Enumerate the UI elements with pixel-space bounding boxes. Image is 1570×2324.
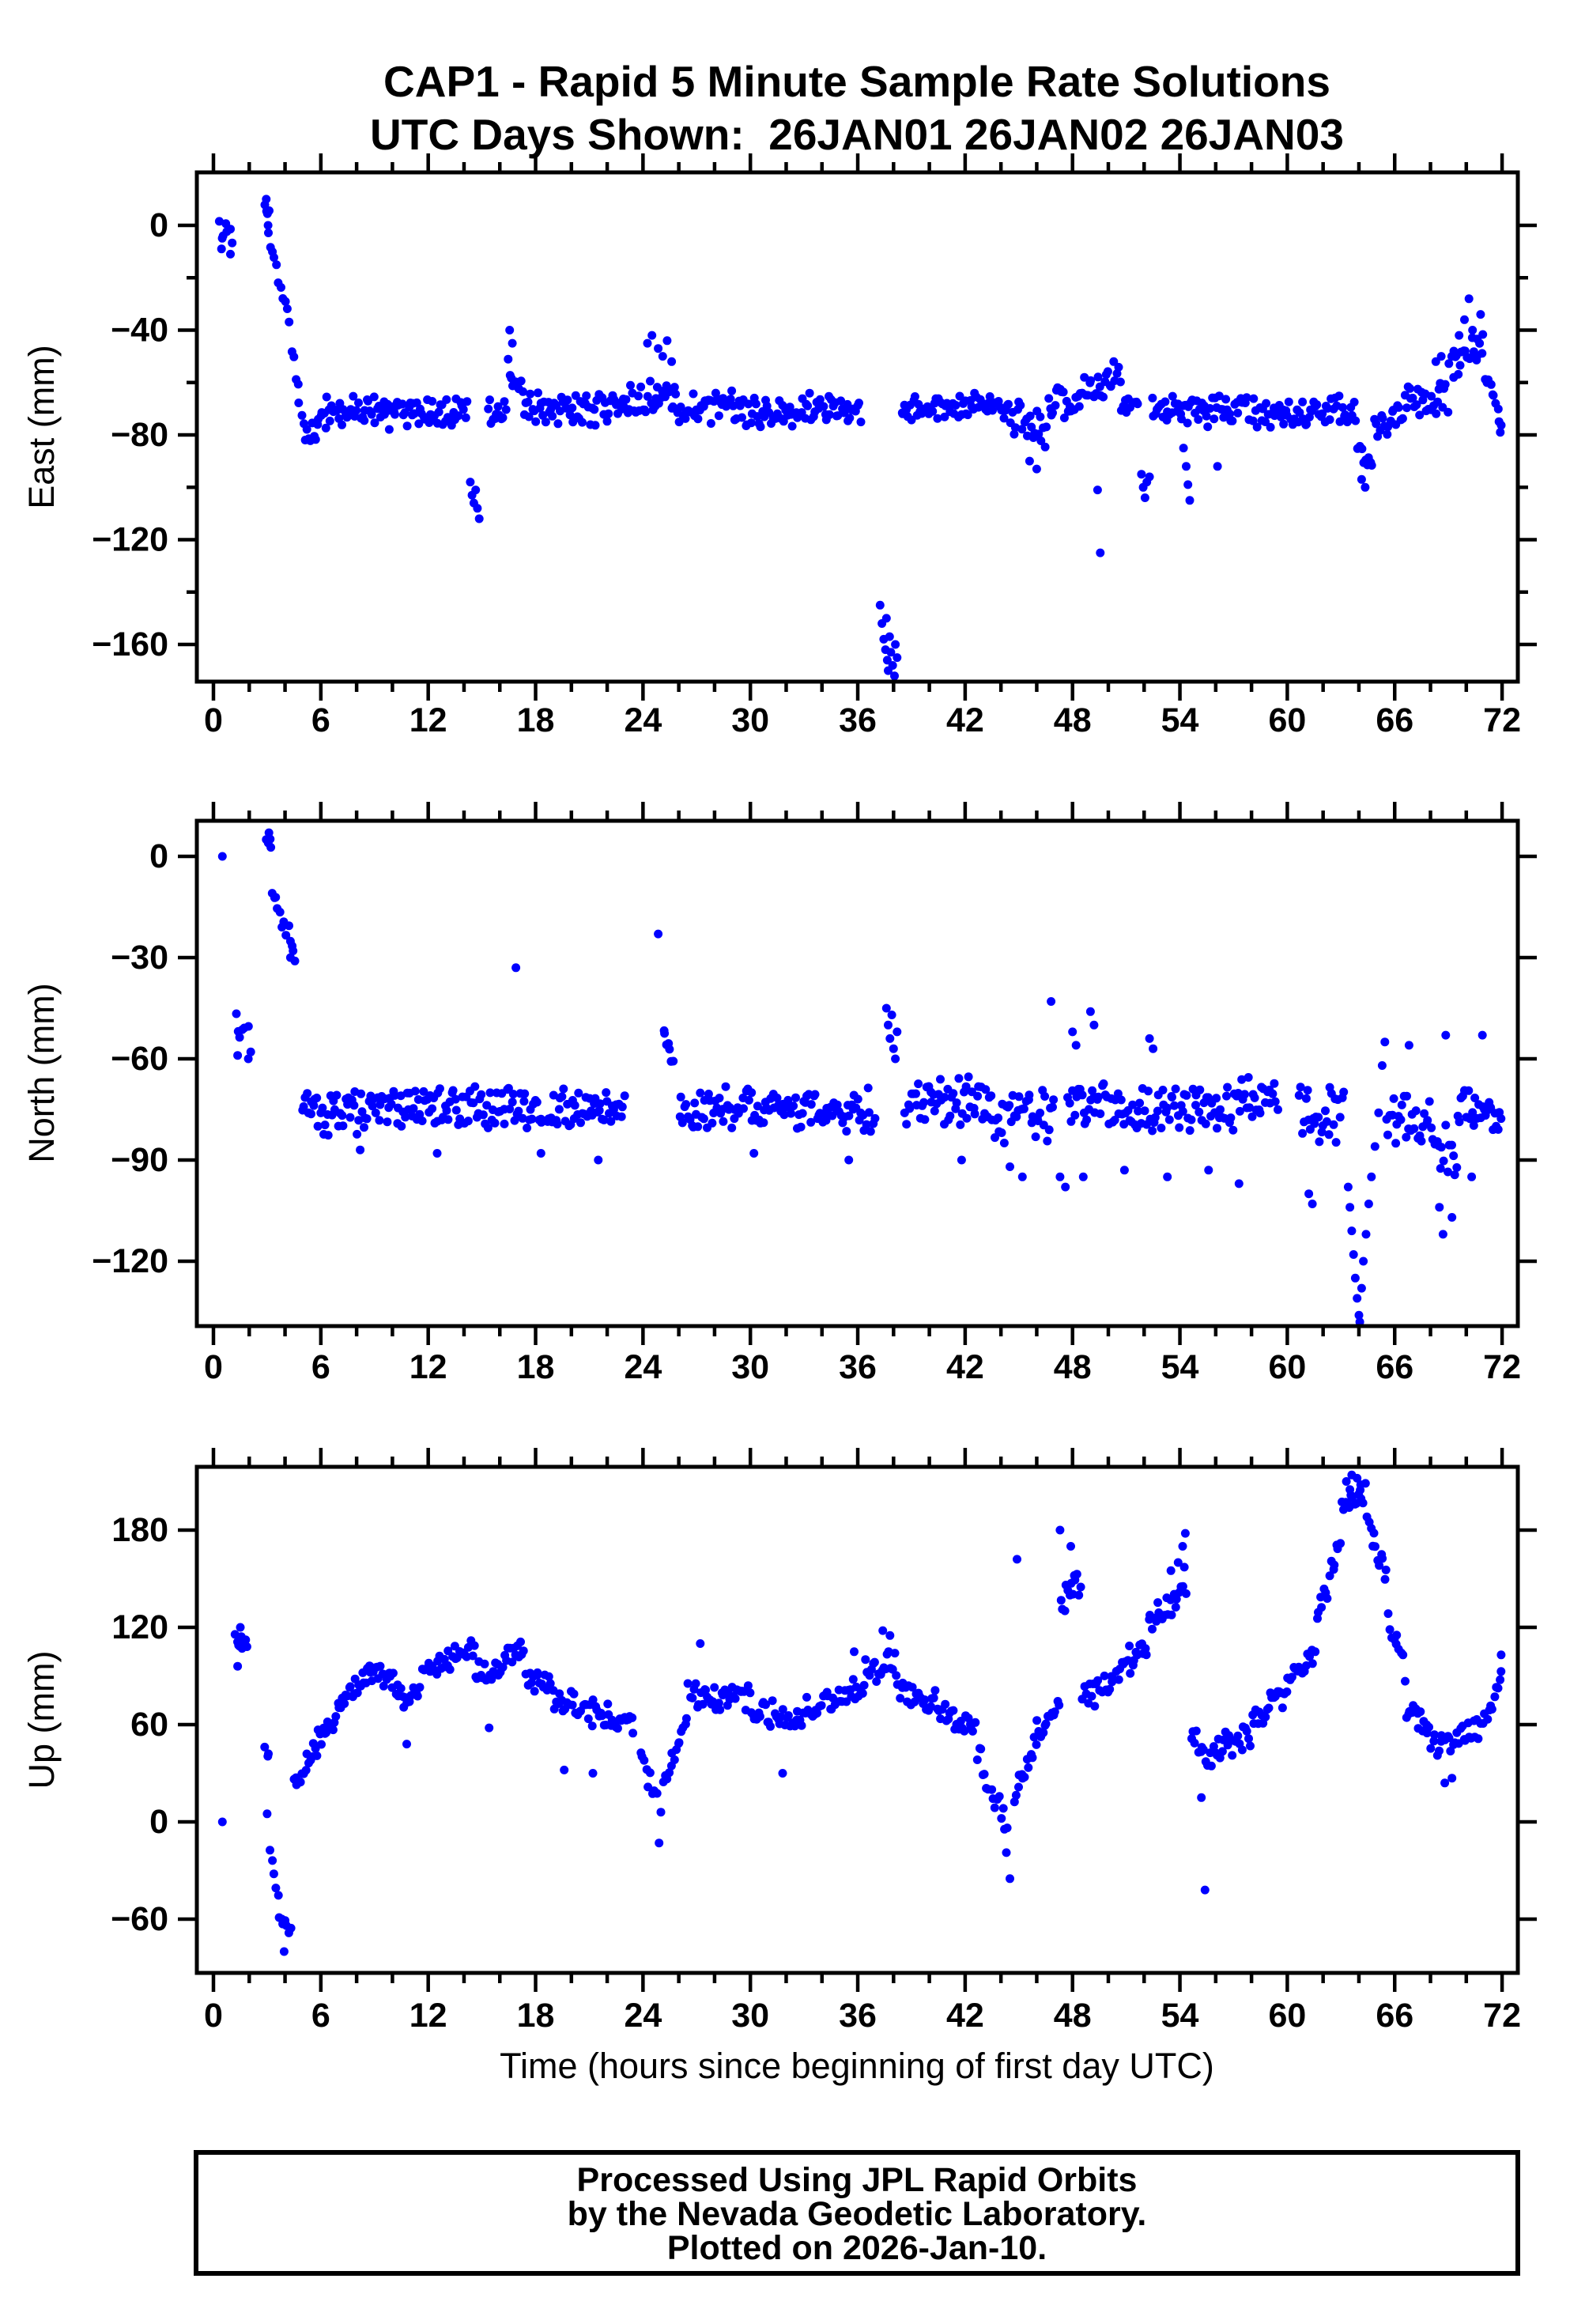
svg-text:36: 36: [839, 701, 877, 739]
svg-text:−30: −30: [111, 939, 168, 977]
footer-box: Processed Using JPL Rapid Orbits by the …: [194, 2150, 1520, 2276]
svg-text:24: 24: [624, 701, 662, 739]
svg-text:12: 12: [409, 1348, 447, 1386]
svg-text:−120: −120: [92, 1242, 168, 1280]
figure-title-line2: UTC Days Shown: 26JAN01 26JAN02 26JAN03: [370, 110, 1344, 159]
svg-text:18: 18: [517, 701, 555, 739]
svg-text:−80: −80: [111, 416, 168, 454]
up-frame: [194, 1464, 1520, 1975]
svg-text:0: 0: [149, 1803, 168, 1841]
east-ticks: [178, 153, 1537, 701]
svg-text:30: 30: [731, 1348, 769, 1386]
svg-text:0: 0: [204, 701, 223, 739]
east-tick-labels: 0 −40 −80 −120 −160 0 6 12 18 24 30 36 42 48 54 60 66 72: [92, 206, 1521, 739]
footer-line-1: Processed Using JPL Rapid Orbits: [577, 2161, 1138, 2199]
north-tick-labels: 0 −30 −60 −90 −120 0 6 12 18 24 30 36 42 48 54 60 66 72: [92, 837, 1521, 1386]
svg-text:48: 48: [1054, 701, 1092, 739]
svg-text:48: 48: [1054, 1997, 1092, 2035]
svg-text:0: 0: [149, 837, 168, 875]
svg-text:48: 48: [1054, 1348, 1092, 1386]
svg-text:60: 60: [1268, 1348, 1306, 1386]
svg-text:6: 6: [311, 1997, 330, 2035]
footer-line-2: by the Nevada Geodetic Laboratory.: [568, 2195, 1147, 2233]
east-y-axis-title: East (mm): [21, 345, 62, 509]
svg-text:60: 60: [1268, 701, 1306, 739]
north-scatter-points: [217, 828, 1506, 1326]
east-frame: [194, 170, 1520, 684]
footer-line-3: Plotted on 2026-Jan-10.: [667, 2229, 1047, 2267]
svg-text:−120: −120: [92, 521, 168, 559]
east-scatter-points: [214, 195, 1506, 681]
svg-text:0: 0: [204, 1348, 223, 1386]
up-panel: 180 120 60 0 −60 0 6 12 18 24 30 36 42 48 54 60 66 72: [111, 1448, 1537, 2035]
svg-text:6: 6: [311, 1348, 330, 1386]
svg-text:−60: −60: [111, 1040, 168, 1078]
svg-text:18: 18: [517, 1348, 555, 1386]
up-tick-labels: 180 120 60 0 −60 0 6 12 18 24 30 36 42 48 54 60 66 72: [111, 1511, 1521, 2035]
up-ticks: [178, 1448, 1537, 1992]
svg-text:180: 180: [111, 1511, 168, 1549]
svg-text:−90: −90: [111, 1141, 168, 1179]
north-panel: 0 −30 −60 −90 −120 0 6 12 18 24 30 36 42 48 54 60 66 72: [92, 802, 1537, 1386]
svg-text:24: 24: [624, 1997, 662, 2035]
svg-text:54: 54: [1161, 1997, 1199, 2035]
svg-text:42: 42: [946, 701, 984, 739]
svg-text:12: 12: [409, 701, 447, 739]
svg-text:42: 42: [946, 1348, 984, 1386]
svg-text:54: 54: [1161, 1348, 1199, 1386]
footer-box-border: [194, 2150, 1520, 2276]
east-panel: 0 −40 −80 −120 −160 0 6 12 18 24 30 36 42 48 54 60 66 72: [92, 153, 1537, 739]
svg-text:66: 66: [1376, 1348, 1413, 1386]
svg-text:120: 120: [111, 1608, 168, 1646]
svg-text:18: 18: [517, 1997, 555, 2035]
svg-text:36: 36: [839, 1348, 877, 1386]
svg-text:0: 0: [204, 1997, 223, 2035]
svg-text:60: 60: [130, 1706, 168, 1744]
svg-text:42: 42: [946, 1997, 984, 2035]
svg-text:66: 66: [1376, 701, 1413, 739]
svg-text:66: 66: [1376, 1997, 1413, 2035]
north-ticks: [178, 802, 1537, 1345]
svg-text:0: 0: [149, 206, 168, 244]
svg-text:30: 30: [731, 1997, 769, 2035]
up-y-axis-title: Up (mm): [21, 1651, 62, 1789]
north-y-axis-title: North (mm): [21, 983, 62, 1162]
figure-title-line1: CAP1 - Rapid 5 Minute Sample Rate Soluti…: [383, 57, 1330, 106]
svg-text:72: 72: [1483, 1348, 1521, 1386]
svg-text:−160: −160: [92, 625, 168, 663]
north-frame: [194, 818, 1520, 1328]
svg-text:36: 36: [839, 1997, 877, 2035]
svg-text:6: 6: [311, 701, 330, 739]
svg-text:60: 60: [1268, 1997, 1306, 2035]
svg-text:30: 30: [731, 701, 769, 739]
x-axis-title: Time (hours since beginning of first day…: [500, 2046, 1214, 2086]
up-scatter-points: [217, 1470, 1506, 1956]
svg-text:72: 72: [1483, 1997, 1521, 2035]
svg-text:54: 54: [1161, 701, 1199, 739]
svg-text:−60: −60: [111, 1900, 168, 1938]
svg-text:72: 72: [1483, 701, 1521, 739]
svg-text:−40: −40: [111, 312, 168, 350]
svg-text:24: 24: [624, 1348, 662, 1386]
svg-text:12: 12: [409, 1997, 447, 2035]
